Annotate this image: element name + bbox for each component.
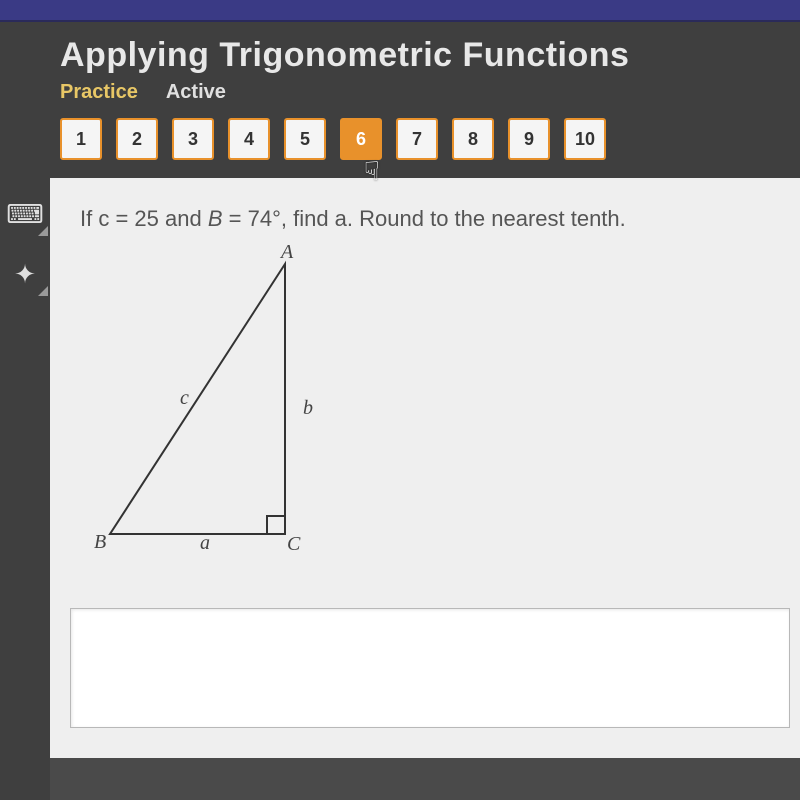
question-nav: 12345678910☟ [60, 118, 782, 178]
triangle-figure: A B Cc b a [80, 244, 380, 564]
question-panel: If c = 25 and B = 74°, find a. Round to … [50, 178, 800, 598]
question-nav-1[interactable]: 1 [60, 118, 102, 160]
question-text: If c = 25 and B = 74°, find a. Round to … [80, 206, 770, 232]
answer-area [50, 598, 800, 758]
question-nav-7[interactable]: 7 [396, 118, 438, 160]
practice-label: Practice [60, 81, 138, 104]
side-b-label: b [303, 397, 313, 419]
calculator-tool-icon[interactable]: ⌨ [0, 190, 50, 238]
vertex-a-label: A [279, 244, 294, 263]
side-c-label: c [180, 387, 189, 409]
question-nav-10[interactable]: 10 [564, 118, 606, 160]
side-a-label: a [200, 532, 210, 554]
q-c-value: 25 [134, 206, 158, 231]
compass-tool-icon[interactable]: ✦ [0, 250, 50, 298]
q-prefix: If c = [80, 206, 134, 231]
q-mid: and [159, 206, 208, 231]
vertex-b-label: B [94, 531, 106, 553]
question-nav-3[interactable]: 3 [172, 118, 214, 160]
question-nav-6[interactable]: 6 [340, 118, 382, 160]
active-label: Active [166, 81, 226, 104]
triangle-shape [110, 264, 285, 534]
right-angle-marker [267, 516, 285, 534]
q-b-var: B [208, 206, 223, 231]
page-title: Applying Trigonometric Functions [60, 36, 782, 75]
question-nav-8[interactable]: 8 [452, 118, 494, 160]
window-top-strip [0, 0, 800, 22]
question-nav-9[interactable]: 9 [508, 118, 550, 160]
answer-input[interactable] [70, 608, 790, 728]
subtitle-row: Practice Active [60, 81, 782, 104]
question-nav-5[interactable]: 5 [284, 118, 326, 160]
question-nav-2[interactable]: 2 [116, 118, 158, 160]
question-nav-4[interactable]: 4 [228, 118, 270, 160]
lesson-header: Applying Trigonometric Functions Practic… [0, 22, 800, 178]
q-eq: = 74°, find a. Round to the nearest tent… [223, 206, 626, 231]
vertex-c-label: C [287, 533, 301, 555]
